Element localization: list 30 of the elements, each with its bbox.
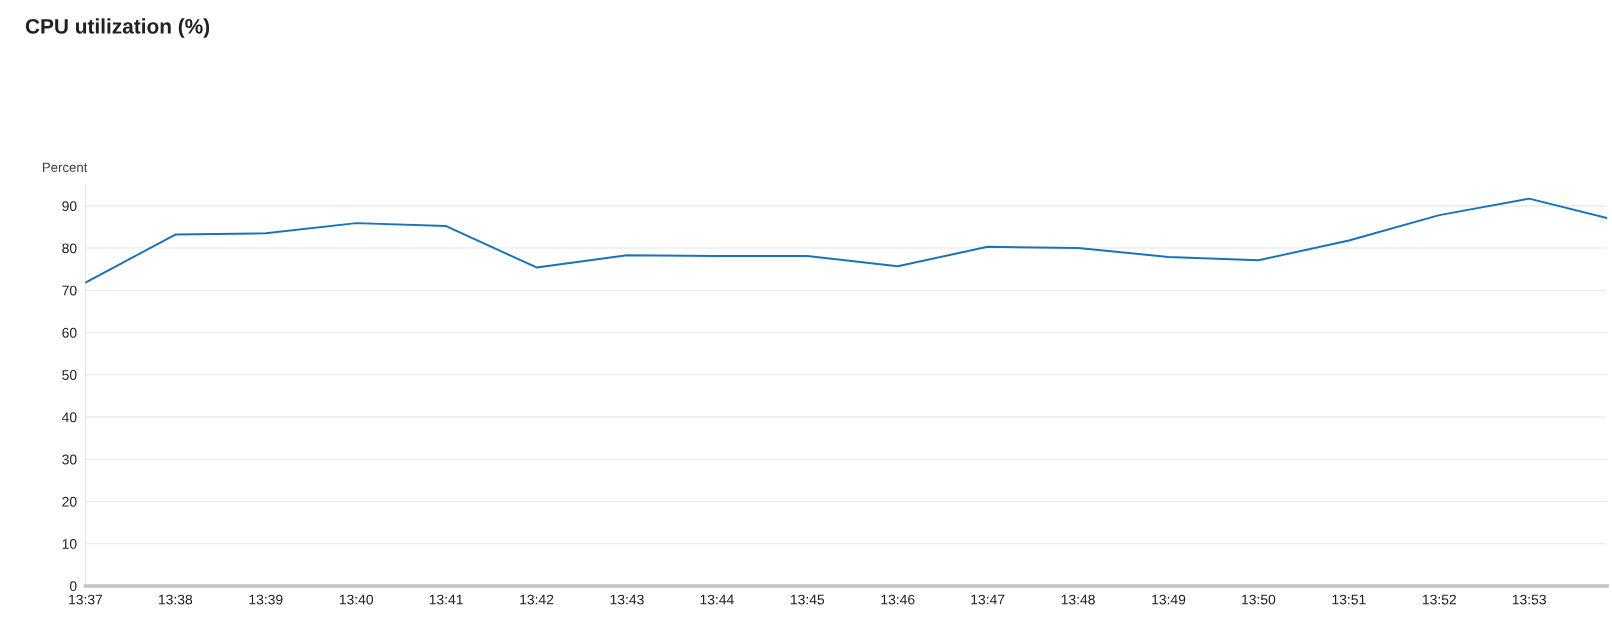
x-tick-label: 13:53 [1512, 594, 1546, 605]
y-tick-label: 60 [62, 327, 77, 338]
line-series [85, 197, 1608, 284]
x-tick-label: 13:41 [429, 594, 463, 605]
x-tick-label: 13:52 [1422, 594, 1456, 605]
x-tick-label: 13:39 [249, 594, 283, 605]
y-tick-label: 70 [62, 285, 77, 296]
chart-title: CPU utilization (%) [25, 18, 210, 38]
y-tick-label: 30 [62, 454, 77, 465]
x-tick-label: 13:42 [520, 594, 554, 605]
x-tick-label: 13:44 [700, 594, 734, 605]
x-tick-label: 13:40 [339, 594, 374, 605]
x-tick-label: 13:43 [610, 594, 644, 605]
x-tick-label: 13:47 [971, 594, 1005, 605]
x-tick-label: 13:46 [881, 594, 915, 605]
x-tick-label: 13:37 [69, 594, 103, 605]
y-tick-label: 0 [69, 581, 77, 592]
y-axis-title: Percent [42, 162, 88, 173]
x-tick-label: 13:48 [1061, 594, 1095, 605]
y-tick-label: 40 [61, 412, 77, 423]
x-tick-label: 13:51 [1332, 594, 1366, 605]
x-tick-label: 13:45 [790, 594, 825, 605]
y-tick-label: 90 [62, 201, 77, 211]
x-tick-label: 13:49 [1152, 594, 1186, 605]
y-tick-label: 80 [62, 243, 77, 254]
y-tick-label: 10 [62, 539, 77, 549]
y-tick-label: 50 [62, 370, 77, 380]
x-tick-label: 13:38 [159, 594, 193, 605]
x-tick-label: 13:50 [1242, 594, 1276, 605]
y-tick-label: 20 [62, 496, 77, 507]
